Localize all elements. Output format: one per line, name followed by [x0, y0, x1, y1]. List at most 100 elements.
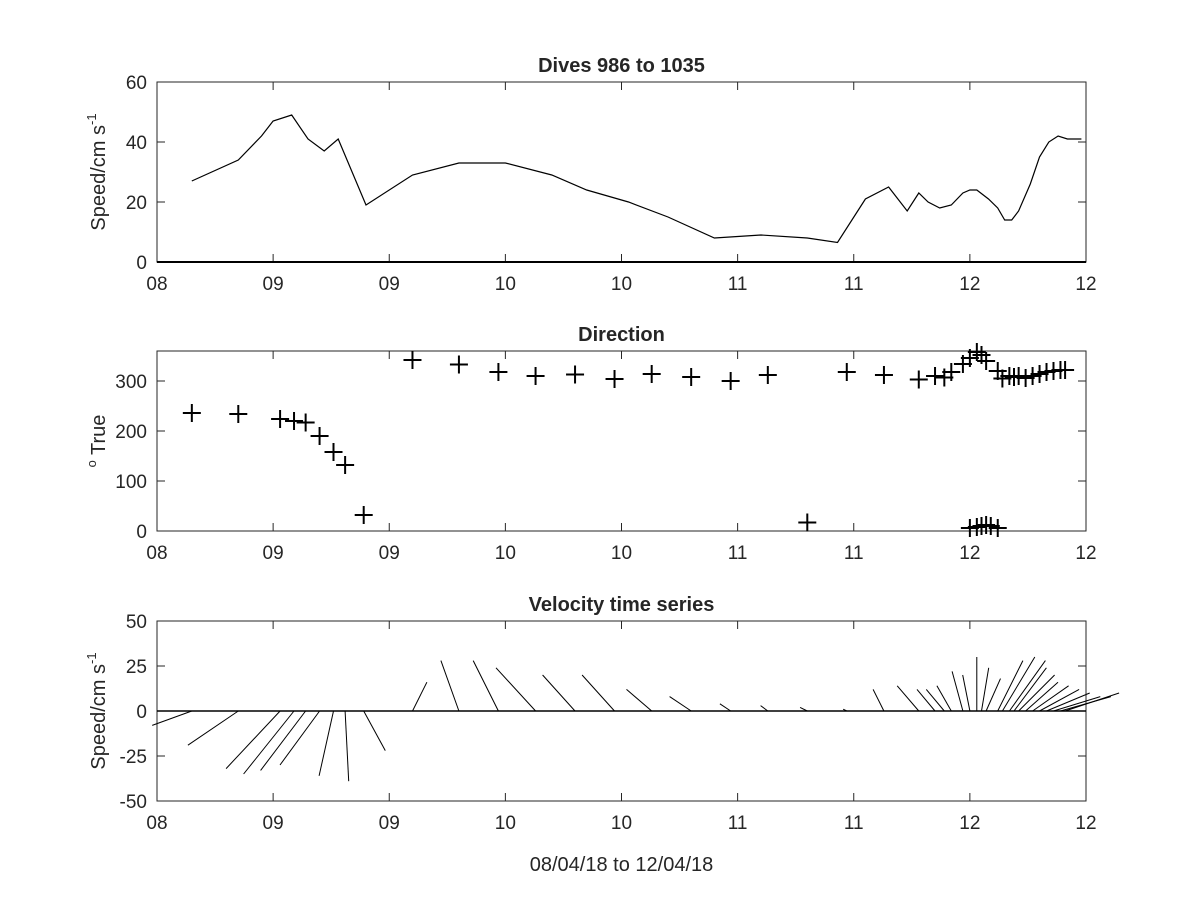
- direction-x-tick-label: 09: [379, 543, 400, 564]
- direction-point: [874, 366, 893, 384]
- direction-x-tick-label: 11: [844, 543, 864, 564]
- direction-title: Direction: [578, 324, 665, 346]
- y-label-text: True: [88, 415, 110, 461]
- velocity-stick: [626, 689, 653, 712]
- direction-point: [758, 366, 777, 384]
- y-label-text: Speed/cm s: [88, 125, 110, 231]
- velocity-stick: [152, 710, 192, 726]
- velocity-stick: [1013, 667, 1047, 712]
- velocity-stick: [344, 710, 350, 782]
- direction-point: [271, 410, 290, 428]
- velocity-x-label: 08/04/18 to 12/04/18: [530, 854, 714, 876]
- direction-x-tick-label: 10: [495, 543, 516, 564]
- direction-point: [988, 362, 1007, 380]
- velocity-stick: [872, 689, 885, 712]
- velocity-stick: [542, 674, 576, 712]
- velocity-stick: [985, 678, 1001, 712]
- direction-x-tick-label: 10: [611, 543, 632, 564]
- direction-point: [798, 513, 817, 532]
- speed-y-tick-label: 20: [126, 193, 147, 214]
- speed-title: Dives 986 to 1035: [538, 55, 705, 77]
- velocity-stick: [412, 681, 428, 712]
- direction-y-tick-label: 200: [115, 422, 147, 443]
- direction-y-tick-label: 0: [136, 522, 147, 543]
- velocity-x-tick-label: 11: [844, 813, 864, 834]
- velocity-y-label: Speed/cm s-1: [84, 652, 110, 769]
- velocity-stick: [1008, 660, 1046, 712]
- direction-point: [1056, 361, 1075, 379]
- velocity-panel: 08 09 09 10 10 11 11 12 12 -50 -25 0 25 50 Velocity ti…: [84, 594, 1120, 876]
- direction-point: [403, 351, 422, 369]
- direction-point: [354, 506, 373, 524]
- direction-point: [285, 412, 304, 430]
- velocity-y-tick-label: 25: [126, 657, 147, 678]
- direction-point: [682, 368, 701, 386]
- velocity-y-tick-label: -50: [120, 792, 147, 813]
- velocity-stick: [719, 703, 731, 712]
- speed-axes-box: [156, 81, 1087, 263]
- velocity-stick: [842, 708, 848, 712]
- speed-x-tick-label: 09: [263, 274, 284, 295]
- velocity-y-tick-label: 50: [126, 612, 147, 633]
- velocity-stick: [936, 685, 952, 712]
- velocity-x-tick-label: 12: [1075, 813, 1096, 834]
- direction-point: [489, 363, 508, 381]
- velocity-x-tick-label: 10: [611, 813, 632, 834]
- velocity-stick: [581, 674, 615, 712]
- velocity-stick: [243, 710, 295, 775]
- velocity-stick: [440, 660, 460, 712]
- speed-x-tick-label: 09: [379, 274, 400, 295]
- speed-y-tick-label: 40: [126, 133, 147, 154]
- direction-x-tick-label: 09: [263, 543, 284, 564]
- direction-point: [566, 365, 585, 384]
- velocity-x-tick-label: 12: [959, 813, 980, 834]
- velocity-stick: [363, 710, 386, 751]
- speed-x-tick-label: 10: [611, 274, 632, 295]
- direction-point: [336, 456, 355, 474]
- direction-axes-box: [156, 350, 1087, 532]
- direction-point: [229, 405, 248, 423]
- velocity-stick: [1053, 696, 1101, 712]
- velocity-stick: [799, 706, 808, 712]
- direction-point: [721, 372, 740, 390]
- direction-point: [926, 367, 945, 385]
- direction-point: [324, 443, 343, 461]
- velocity-stick: [495, 667, 536, 712]
- speed-x-tick-label: 12: [959, 274, 980, 295]
- speed-y-label: Speed/cm s-1: [84, 113, 110, 230]
- velocity-x-tick-label: 11: [728, 813, 748, 834]
- speed-x-tick-label: 11: [844, 274, 864, 295]
- speed-x-tick-label: 08: [146, 274, 167, 295]
- velocity-stick: [279, 710, 321, 766]
- direction-x-tick-label: 08: [146, 543, 167, 564]
- velocity-stick: [669, 696, 692, 712]
- velocity-y-tick-label: 0: [136, 702, 147, 723]
- direction-panel: 08 09 09 10 10 11 11 12 12 0 100 200 300 Direction o T…: [84, 324, 1097, 564]
- velocity-x-tick-label: 09: [263, 813, 284, 834]
- direction-y-tick-label: 100: [115, 472, 147, 493]
- velocity-stick: [1046, 692, 1090, 712]
- direction-y-label: o True: [84, 415, 110, 468]
- direction-point: [977, 352, 996, 370]
- speed-x-tick-label: 10: [495, 274, 516, 295]
- speed-series-line: [191, 114, 1082, 244]
- velocity-stick: [896, 685, 920, 712]
- velocity-stick: [760, 705, 769, 712]
- y-label-superscript: -1: [84, 652, 99, 664]
- speed-y-tick-label: 0: [136, 253, 147, 274]
- velocity-title: Velocity time series: [529, 594, 715, 616]
- velocity-x-tick-label: 09: [379, 813, 400, 834]
- direction-point: [605, 370, 624, 388]
- velocity-stick: [260, 710, 306, 771]
- velocity-stick: [225, 710, 281, 769]
- velocity-stick: [916, 689, 936, 712]
- direction-point: [182, 404, 201, 422]
- y-label-superscript: o: [84, 460, 99, 467]
- direction-point: [988, 519, 1007, 537]
- direction-x-tick-label: 12: [1075, 543, 1096, 564]
- direction-point: [942, 363, 961, 381]
- velocity-stick: [318, 710, 334, 776]
- speed-panel: 08 09 09 10 10 11 11 12 12 0 20 40 60 Dives 986 to 10…: [84, 55, 1097, 295]
- velocity-stick: [1039, 688, 1080, 712]
